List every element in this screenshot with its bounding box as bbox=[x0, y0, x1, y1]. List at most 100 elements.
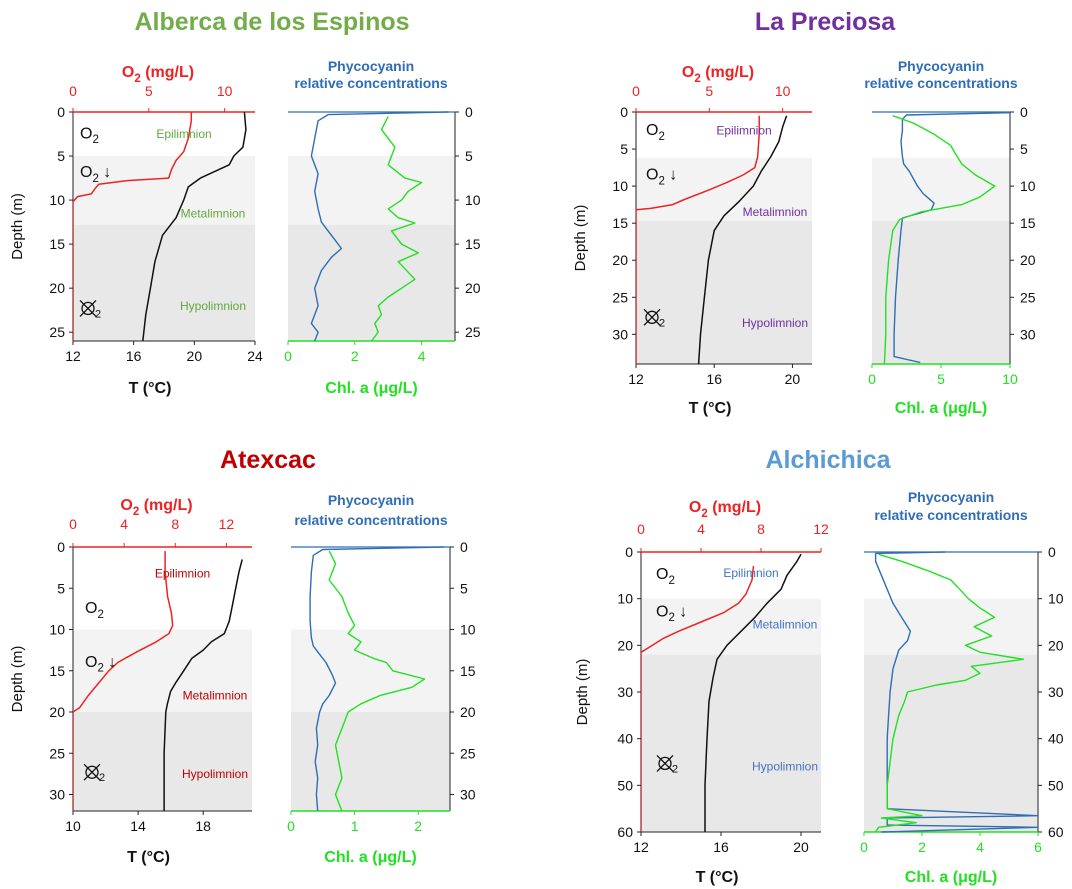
layer-label-hypolimnion: Hypolimnion bbox=[180, 299, 246, 313]
oxygen-decreasing-marker-suffix: ↓ bbox=[99, 164, 111, 181]
series-chl-a bbox=[328, 550, 426, 812]
layer-label-epilimnion: Epilimnion bbox=[155, 566, 210, 580]
oxygen-present-marker-sub: 2 bbox=[97, 609, 103, 621]
depth-right-tick-label: 20 bbox=[465, 280, 481, 296]
oxygen-decreasing-marker: O2 ↓ bbox=[85, 654, 116, 675]
phycocyanin-label-2: relative concentrations bbox=[864, 75, 1017, 91]
oxygen-decreasing-marker-main: O bbox=[80, 164, 92, 181]
series-chl-a bbox=[370, 116, 423, 342]
depth-right-tick-label: 10 bbox=[1020, 178, 1036, 194]
chlorophyll-tick-label: 0 bbox=[868, 371, 876, 387]
lake-title: Alchichica bbox=[765, 446, 891, 474]
depth-right-tick-label: 60 bbox=[1048, 824, 1064, 840]
temperature-tick-label: 24 bbox=[247, 348, 263, 364]
depth-tick-label: 10 bbox=[49, 192, 65, 208]
oxygen-tick-label: 12 bbox=[813, 521, 829, 537]
layer-label-metalimnion: Metalimnion bbox=[181, 206, 246, 220]
depth-right-tick-label: 0 bbox=[1020, 104, 1028, 120]
phycocyanin-label: Phycocyanin bbox=[328, 58, 414, 74]
series-temperature bbox=[142, 112, 247, 341]
layer-band-right-hypolimnion bbox=[291, 712, 450, 811]
anoxic-circle-icon bbox=[658, 756, 672, 771]
temperature-axis-label: T (°C) bbox=[127, 849, 170, 866]
oxygen-present-marker: O2 bbox=[646, 122, 665, 143]
oxygen-decreasing-marker-sub: 2 bbox=[97, 663, 103, 675]
phycocyanin-label: Phycocyanin bbox=[328, 492, 414, 508]
oxygen-axis-label-sub: 2 bbox=[701, 508, 707, 520]
temperature-tick-label: 12 bbox=[65, 348, 81, 364]
depth-axis-label: Depth (m) bbox=[572, 205, 589, 272]
depth-tick-label: 10 bbox=[49, 622, 65, 638]
lake-title: La Preciosa bbox=[755, 8, 896, 36]
depth-right-tick-label: 50 bbox=[1048, 777, 1064, 793]
depth-tick-label: 25 bbox=[49, 324, 65, 340]
oxygen-decreasing-marker: O2 ↓ bbox=[646, 167, 677, 188]
lake-title: Alberca de los Espinos bbox=[134, 8, 409, 36]
depth-tick-label: 0 bbox=[620, 104, 628, 120]
depth-tick-label: 0 bbox=[625, 544, 633, 560]
oxygen-present-marker-main: O bbox=[85, 600, 97, 617]
series-temperature bbox=[163, 559, 243, 811]
anoxic-circle-icon bbox=[81, 301, 95, 316]
oxygen-present-marker-sub: 2 bbox=[668, 575, 674, 587]
depth-tick-label: 30 bbox=[612, 326, 628, 342]
lake-title: Atexcac bbox=[220, 446, 316, 474]
temperature-tick-label: 14 bbox=[130, 818, 146, 834]
chlorophyll-axis-label: Chl. a (μg/L) bbox=[325, 380, 417, 397]
series-o2 bbox=[73, 551, 174, 811]
layer-band-metalimnion bbox=[73, 629, 252, 712]
chlorophyll-tick-label: 2 bbox=[918, 839, 926, 855]
layer-label-metalimnion: Metalimnion bbox=[743, 205, 808, 219]
oxygen-tick-label: 4 bbox=[697, 521, 705, 537]
depth-axis-label: Depth (m) bbox=[9, 193, 26, 260]
chlorophyll-tick-label: 1 bbox=[351, 818, 359, 834]
layer-band-right-metalimnion bbox=[291, 629, 450, 712]
depth-right-tick-label: 0 bbox=[465, 104, 473, 120]
depth-tick-label: 25 bbox=[49, 745, 65, 761]
depth-right-tick-label: 5 bbox=[1020, 141, 1028, 157]
anoxic-subscript: 2 bbox=[95, 308, 101, 320]
oxygen-present-marker-sub: 2 bbox=[658, 131, 664, 143]
oxygen-present-marker-sub: 2 bbox=[92, 134, 98, 146]
layer-label-epilimnion: Epilimnion bbox=[716, 124, 771, 138]
depth-right-tick-label: 0 bbox=[460, 539, 468, 555]
oxygen-present-marker: O2 bbox=[80, 125, 99, 146]
layer-label-metalimnion: Metalimnion bbox=[183, 689, 248, 703]
chlorophyll-tick-label: 0 bbox=[860, 839, 868, 855]
layer-band-hypolimnion bbox=[636, 220, 812, 364]
phycocyanin-label-2: relative concentrations bbox=[294, 75, 447, 91]
phycocyanin-label: Phycocyanin bbox=[908, 489, 994, 505]
depth-tick-label: 15 bbox=[612, 215, 628, 231]
temperature-tick-label: 12 bbox=[628, 371, 644, 387]
oxygen-decreasing-marker-main: O bbox=[85, 654, 97, 671]
depth-right-tick-label: 20 bbox=[1048, 637, 1064, 653]
depth-right-tick-label: 30 bbox=[1048, 684, 1064, 700]
depth-tick-label: 10 bbox=[617, 591, 633, 607]
oxygen-decreasing-marker-main: O bbox=[656, 603, 668, 620]
chlorophyll-tick-label: 10 bbox=[1002, 371, 1018, 387]
series-o2 bbox=[641, 565, 755, 832]
layer-label-hypolimnion: Hypolimnion bbox=[752, 760, 818, 774]
layer-label-epilimnion: Epilimnion bbox=[723, 566, 778, 580]
chlorophyll-tick-label: 0 bbox=[287, 818, 295, 834]
temperature-axis-label: T (°C) bbox=[696, 869, 739, 886]
depth-right-tick-label: 15 bbox=[1020, 215, 1036, 231]
oxygen-decreasing-marker-main: O bbox=[646, 167, 658, 184]
oxygen-axis-label-sub: 2 bbox=[133, 506, 139, 518]
depth-tick-label: 15 bbox=[49, 236, 65, 252]
phycocyanin-label-2: relative concentrations bbox=[294, 512, 447, 528]
oxygen-axis-label-main: O bbox=[689, 499, 701, 516]
depth-right-tick-label: 15 bbox=[465, 236, 481, 252]
depth-tick-label: 5 bbox=[57, 148, 65, 164]
oxygen-axis-label: O2 (mg/L) bbox=[689, 499, 761, 520]
layer-band-hypolimnion bbox=[73, 224, 255, 341]
depth-tick-label: 40 bbox=[617, 731, 633, 747]
oxygen-present-marker-main: O bbox=[656, 566, 668, 583]
chlorophyll-tick-label: 4 bbox=[976, 839, 984, 855]
temperature-tick-label: 20 bbox=[187, 348, 203, 364]
layer-band-hypolimnion bbox=[641, 654, 821, 832]
anoxic-slash2-icon bbox=[643, 308, 661, 326]
oxygen-tick-label: 5 bbox=[705, 83, 713, 99]
oxygen-tick-label: 8 bbox=[757, 521, 765, 537]
